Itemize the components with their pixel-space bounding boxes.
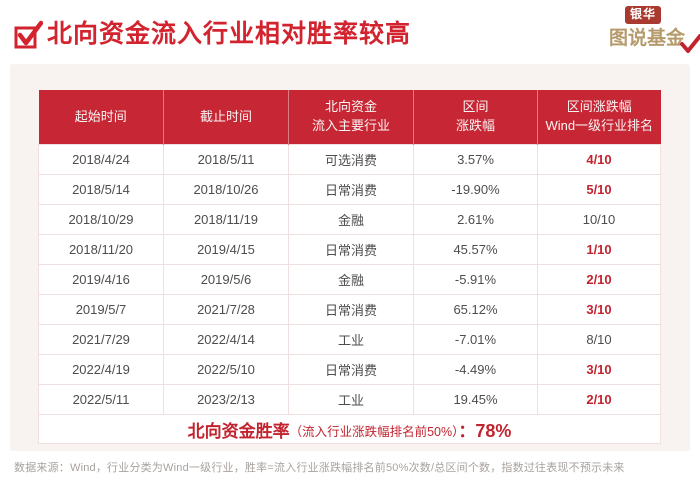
cell-industry: 可选消费 <box>288 144 414 175</box>
summary-cell: 北向资金胜率（流入行业涨跌幅排名前50%）：78% <box>38 414 661 444</box>
table-row: 2018/11/20 2019/4/15 日常消费 45.57% 1/10 <box>38 234 661 265</box>
column-header: 截止时间 <box>163 90 289 145</box>
cell-change: 65.12% <box>413 294 538 325</box>
table-row: 2018/5/14 2018/10/26 日常消费 -19.90% 5/10 <box>38 174 661 205</box>
logo-series-row: 图说基金 <box>609 23 700 54</box>
summary-colon: ： <box>458 421 476 441</box>
cell-rank: 10/10 <box>537 204 661 235</box>
cell-start-date: 2022/4/19 <box>38 354 164 385</box>
cell-start-date: 2021/7/29 <box>38 324 164 355</box>
cell-industry: 工业 <box>288 324 414 355</box>
checkbox-check-icon <box>14 20 43 49</box>
cell-start-date: 2018/4/24 <box>38 144 164 175</box>
cell-industry: 日常消费 <box>288 174 414 205</box>
table-row: 2022/4/19 2022/5/10 日常消费 -4.49% 3/10 <box>38 354 661 385</box>
column-header: 北向资金 流入主要行业 <box>288 90 414 145</box>
win-rate-table: 起始时间 截止时间 北向资金 流入主要行业 区间 涨跌幅 区间涨跌幅 Wind一级行业排名 2… <box>38 90 661 444</box>
table-row: 2018/10/29 2018/11/19 金融 2.61% 10/10 <box>38 204 661 235</box>
cell-industry: 日常消费 <box>288 294 414 325</box>
cell-end-date: 2018/11/19 <box>163 204 289 235</box>
cell-end-date: 2019/5/6 <box>163 264 289 295</box>
column-header: 区间涨跌幅 Wind一级行业排名 <box>537 90 661 145</box>
cell-end-date: 2018/5/11 <box>163 144 289 175</box>
cell-change: -7.01% <box>413 324 538 355</box>
cell-industry: 日常消费 <box>288 354 414 385</box>
cell-rank: 2/10 <box>537 384 661 415</box>
cell-start-date: 2019/4/16 <box>38 264 164 295</box>
cell-change: 45.57% <box>413 234 538 265</box>
cell-rank: 4/10 <box>537 144 661 175</box>
cell-end-date: 2021/7/28 <box>163 294 289 325</box>
cell-rank: 5/10 <box>537 174 661 205</box>
cell-start-date: 2018/10/29 <box>38 204 164 235</box>
table-row: 2019/4/16 2019/5/6 金融 -5.91% 2/10 <box>38 264 661 295</box>
cell-start-date: 2019/5/7 <box>38 294 164 325</box>
source-note: 数据来源：Wind，行业分类为Wind一级行业，胜率=流入行业涨跌幅排名前50%… <box>14 462 625 474</box>
cell-end-date: 2022/5/10 <box>163 354 289 385</box>
logo-brand-badge: 银华 <box>625 6 662 25</box>
page-title: 北向资金流入行业相对胜率较高 <box>47 20 412 49</box>
yinhua-logo: 银华 图说基金 <box>609 6 700 54</box>
logo-series-text: 图说基金 <box>609 28 686 50</box>
cell-end-date: 2018/10/26 <box>163 174 289 205</box>
cell-start-date: 2022/5/11 <box>38 384 164 415</box>
logo-check-icon <box>680 34 700 54</box>
column-header: 起始时间 <box>38 90 164 145</box>
cell-rank: 8/10 <box>537 324 661 355</box>
cell-change: -5.91% <box>413 264 538 295</box>
cell-industry: 金融 <box>288 204 414 235</box>
cell-change: 19.45% <box>413 384 538 415</box>
summary-label: 北向资金胜率 <box>187 421 290 441</box>
summary-row: 北向资金胜率（流入行业涨跌幅排名前50%）：78% <box>38 414 661 444</box>
cell-rank: 3/10 <box>537 294 661 325</box>
cell-rank: 2/10 <box>537 264 661 295</box>
table-row: 2018/4/24 2018/5/11 可选消费 3.57% 4/10 <box>38 144 661 175</box>
page-header: 北向资金流入行业相对胜率较高 <box>13 19 411 51</box>
cell-change: -4.49% <box>413 354 538 385</box>
cell-end-date: 2023/2/13 <box>163 384 289 415</box>
cell-industry: 金融 <box>288 264 414 295</box>
table-row: 2021/7/29 2022/4/14 工业 -7.01% 8/10 <box>38 324 661 355</box>
cell-change: 3.57% <box>413 144 538 175</box>
summary-paren: （流入行业涨跌幅排名前50%） <box>289 424 459 439</box>
cell-rank: 3/10 <box>537 354 661 385</box>
cell-start-date: 2018/5/14 <box>38 174 164 205</box>
data-card: 起始时间 截止时间 北向资金 流入主要行业 区间 涨跌幅 区间涨跌幅 Wind一级行业排名 2… <box>10 64 690 451</box>
column-header: 区间 涨跌幅 <box>413 90 538 145</box>
summary-value: 78% <box>475 420 512 441</box>
cell-end-date: 2022/4/14 <box>163 324 289 355</box>
table-head-row: 起始时间 截止时间 北向资金 流入主要行业 区间 涨跌幅 区间涨跌幅 Wind一级行业排名 <box>38 90 661 145</box>
table-row: 2022/5/11 2023/2/13 工业 19.45% 2/10 <box>38 384 661 415</box>
cell-start-date: 2018/11/20 <box>38 234 164 265</box>
cell-end-date: 2019/4/15 <box>163 234 289 265</box>
cell-industry: 工业 <box>288 384 414 415</box>
cell-change: 2.61% <box>413 204 538 235</box>
cell-change: -19.90% <box>413 174 538 205</box>
cell-rank: 1/10 <box>537 234 661 265</box>
cell-industry: 日常消费 <box>288 234 414 265</box>
table-row: 2019/5/7 2021/7/28 日常消费 65.12% 3/10 <box>38 294 661 325</box>
